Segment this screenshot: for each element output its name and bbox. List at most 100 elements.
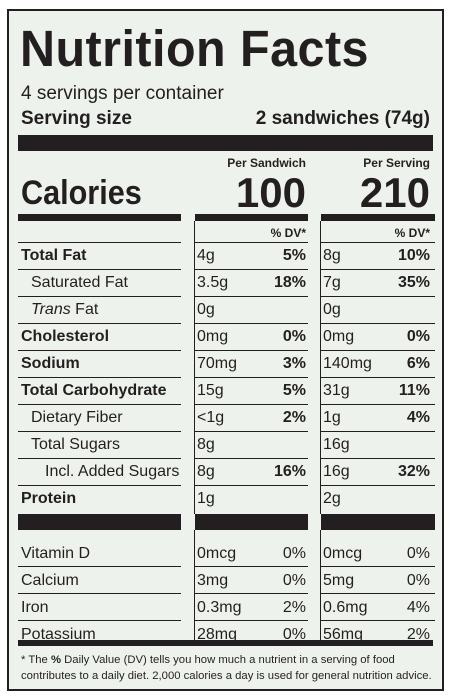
vitamin-dv-per-serving: 2%	[406, 626, 430, 643]
row-rule	[18, 377, 181, 378]
vitamin-amount-per-sandwich: 0.3mg	[197, 599, 242, 616]
nutrient-name: Total Sugars	[31, 436, 120, 453]
vitamin-dv-per-sandwich: 0%	[282, 626, 306, 643]
dv-per-serving: 11%	[398, 382, 430, 399]
amount-per-sandwich: 3.5g	[197, 274, 229, 291]
vitamin-amount-per-serving: 56mg	[323, 626, 364, 643]
col1-header: Per Sandwich	[227, 156, 306, 170]
nutrient-name: Trans Fat	[31, 296, 98, 323]
row-rule	[321, 593, 435, 594]
dv-per-serving: 35%	[397, 274, 430, 291]
footnote-percent: %	[50, 654, 61, 666]
row-rule	[195, 323, 308, 324]
nutrient-name: Total Carbohydrate	[21, 382, 167, 399]
row-rule	[195, 593, 308, 594]
nutrient-name-italic: Trans	[31, 301, 71, 318]
nutrient-name: Dietary Fiber	[31, 409, 123, 426]
row-rule	[195, 458, 308, 459]
amount-per-serving: 2g	[323, 490, 341, 507]
vitamin-divider-label	[18, 514, 181, 530]
dv-per-serving: 4%	[406, 409, 430, 426]
amount-per-serving: 16g	[323, 436, 350, 453]
row-rule	[18, 431, 181, 432]
dv-per-sandwich: 18%	[273, 274, 306, 291]
row-rule	[321, 485, 435, 486]
footnote-divider	[18, 640, 433, 646]
amount-per-sandwich: 0g	[197, 301, 215, 318]
vitamin-dv-per-sandwich: 2%	[282, 599, 306, 616]
dv-per-serving: 6%	[406, 355, 430, 372]
row-rule	[18, 242, 181, 243]
dv-per-serving: 0%	[406, 328, 430, 345]
panel-title: Nutrition Facts	[20, 20, 369, 77]
row-rule	[195, 404, 308, 405]
row-rule	[321, 620, 435, 621]
nutrition-facts-panel: Nutrition Facts 4 servings per container…	[7, 9, 444, 691]
row-rule	[321, 431, 435, 432]
nutrient-name-rest: Fat	[70, 301, 99, 318]
dv-per-sandwich: 3%	[282, 355, 306, 372]
amount-per-sandwich: 8g	[197, 436, 215, 453]
amount-per-sandwich: 1g	[197, 490, 215, 507]
row-rule	[18, 404, 181, 405]
footnote: * The % Daily Value (DV) tells you how m…	[21, 652, 436, 684]
row-rule	[18, 296, 181, 297]
vitamin-dv-per-serving: 0%	[406, 572, 430, 589]
servings-per-container: 4 servings per container	[21, 83, 224, 104]
amount-per-serving: 1g	[323, 409, 341, 426]
row-rule	[195, 377, 308, 378]
footnote-prefix: * The	[21, 654, 51, 666]
column-rule	[320, 530, 321, 640]
row-rule	[195, 620, 308, 621]
row-rule	[195, 269, 308, 270]
calories-per-serving: 210	[359, 169, 430, 216]
vitamin-dv-per-serving: 4%	[406, 599, 430, 616]
dv-per-sandwich: 5%	[282, 382, 306, 399]
col2-header: Per Serving	[363, 156, 430, 170]
vitamin-amount-per-serving: 0mcg	[323, 545, 363, 562]
amount-per-serving: 7g	[323, 274, 341, 291]
column-rule	[320, 221, 321, 514]
nutrient-name: Cholesterol	[21, 328, 110, 345]
vitamin-amount-per-serving: 0.6mg	[323, 599, 368, 616]
serving-size-value: 2 sandwiches (74g)	[255, 108, 430, 129]
column-rule	[194, 221, 195, 514]
row-rule	[18, 323, 181, 324]
nutrient-name: Protein	[21, 490, 77, 507]
row-rule	[321, 350, 435, 351]
row-rule	[18, 269, 181, 270]
nutrient-name: Incl. Added Sugars	[45, 463, 180, 480]
row-rule	[18, 485, 181, 486]
amount-per-sandwich: 70mg	[197, 355, 238, 372]
dv-header-col1: % DV*	[270, 226, 306, 240]
vitamin-dv-per-serving: 0%	[406, 545, 430, 562]
amount-per-serving: 140mg	[323, 355, 372, 372]
amount-per-serving: 0mg	[323, 328, 355, 345]
calories-label: Calories	[21, 174, 142, 212]
row-rule	[195, 431, 308, 432]
row-rule	[321, 377, 435, 378]
footnote-text: Daily Value (DV) tells you how much a nu…	[21, 654, 432, 682]
amount-per-serving: 0g	[323, 301, 341, 318]
vitamin-name: Vitamin D	[21, 545, 91, 562]
dv-per-serving: 32%	[397, 463, 430, 480]
row-rule	[321, 296, 435, 297]
row-rule	[195, 242, 308, 243]
serving-size-label: Serving size	[21, 108, 132, 129]
dv-per-sandwich: 16%	[273, 463, 306, 480]
row-rule	[195, 296, 308, 297]
dv-per-sandwich: 0%	[282, 328, 306, 345]
vitamin-amount-per-sandwich: 28mg	[197, 626, 238, 643]
amount-per-serving: 31g	[323, 382, 350, 399]
vitamin-amount-per-serving: 5mg	[323, 572, 355, 589]
vitamin-dv-per-sandwich: 0%	[282, 572, 306, 589]
row-rule	[18, 620, 181, 621]
amount-per-sandwich: 0mg	[197, 328, 229, 345]
vitamin-divider-col1	[195, 514, 308, 530]
column-rule	[194, 530, 195, 640]
nutrient-name: Saturated Fat	[31, 274, 128, 291]
nutrient-name: Total Fat	[21, 247, 87, 264]
row-rule	[321, 404, 435, 405]
vitamin-divider-col2	[321, 514, 435, 530]
row-rule	[321, 566, 435, 567]
